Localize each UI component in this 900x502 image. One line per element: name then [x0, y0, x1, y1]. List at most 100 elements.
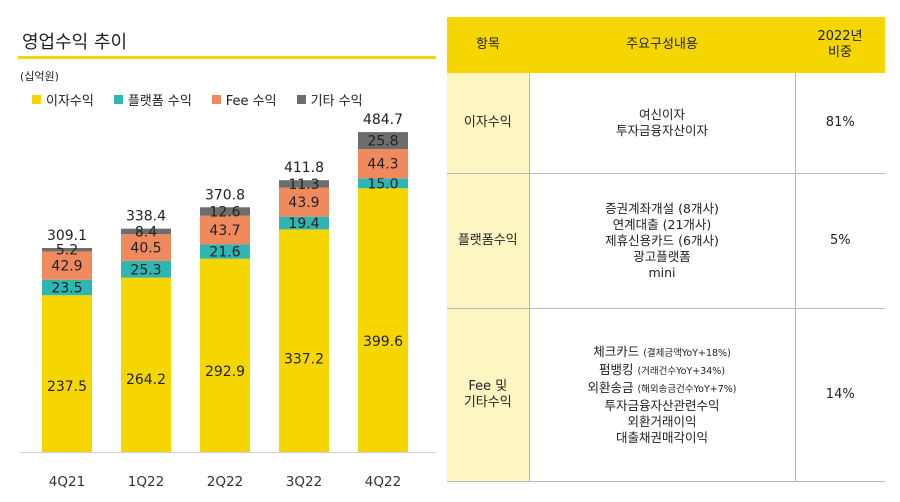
- bar-other-2Q22: [200, 207, 250, 216]
- total-label-4Q22: 484.7: [363, 112, 403, 128]
- bar-label-interest-4Q22: 399.6: [363, 334, 403, 350]
- table-body: 이자수익 여신이자 투자금융자산이자 81% 플랫폼수익 증권계좌개설 (8개사) 연계대출…: [447, 73, 885, 481]
- x-tick-3Q22: 3Q22: [286, 474, 322, 490]
- row-share: 14%: [794, 308, 885, 481]
- content-item: mini: [530, 265, 795, 281]
- content-item-text: 외환거래이익: [627, 413, 697, 429]
- bar-other-3Q22: [279, 180, 329, 188]
- bar-fee-1Q22: [121, 234, 171, 261]
- row-category: Fee 및 기타수익: [447, 308, 530, 481]
- content-item-text: 여신이자: [638, 106, 685, 122]
- table-row: 이자수익 여신이자 투자금융자산이자 81%: [447, 73, 885, 173]
- chart-legend: 이자수익 플랫폼 수익 Fee 수익 기타 수익: [32, 90, 363, 109]
- content-item: 여신이자: [530, 107, 795, 123]
- row-category: 이자수익: [447, 73, 530, 173]
- content-item: 증권계좌개설 (8개사): [530, 201, 795, 217]
- row-category-line: Fee 및: [468, 378, 508, 394]
- legend-label-other: 기타 수익: [310, 94, 363, 109]
- revenue-composition-table: 항목 주요구성내용 2022년 비중 이자수익 여신이자 투자금융자산이자 81% 플랫…: [447, 17, 885, 482]
- legend-swatch-fee: [211, 95, 221, 104]
- content-item-text: mini: [648, 264, 676, 280]
- bar-label-platform-3Q22: 19.4: [288, 216, 319, 232]
- title-underline: [18, 56, 436, 59]
- header-share-line1: 2022년: [817, 29, 863, 44]
- x-tick-2Q22: 2Q22: [207, 474, 243, 490]
- bar-label-other-1Q22: 8.4: [135, 224, 157, 240]
- content-item: 외환송금 (해외송금건수YoY+7%): [530, 380, 795, 398]
- legend-item-interest: 이자수익: [32, 90, 94, 109]
- content-item-text: 연계대출 (21개사): [612, 216, 712, 232]
- row-share: 81%: [794, 73, 885, 173]
- bar-label-other-2Q22: 12.6: [209, 204, 240, 220]
- content-item: 제휴신용카드 (6개사): [530, 233, 795, 249]
- bar-label-platform-4Q21: 23.5: [51, 280, 82, 296]
- content-item: 펌뱅킹 (거래건수YoY+34%): [530, 362, 795, 380]
- bar-fee-4Q22: [358, 149, 408, 179]
- header-category: 항목: [447, 17, 529, 73]
- bar-interest-4Q22: [358, 188, 408, 453]
- bar-interest-2Q22: [200, 258, 250, 452]
- legend-item-platform: 플랫폼 수익: [113, 90, 192, 109]
- bar-platform-4Q22: [358, 178, 408, 189]
- legend-label-platform: 플랫폼 수익: [127, 94, 192, 109]
- row-content: 증권계좌개설 (8개사) 연계대출 (21개사) 제휴신용카드 (6개사) 광고플랫폼…: [529, 173, 795, 308]
- chart-title: 영업수익 추이: [22, 32, 128, 53]
- bar-interest-3Q22: [279, 229, 329, 452]
- bar-label-interest-1Q22: 264.2: [126, 372, 166, 388]
- content-item-note: (결제금액YoY+18%): [643, 347, 731, 359]
- legend-swatch-interest: [32, 95, 41, 104]
- content-item-text: 대출채권매각이익: [615, 429, 708, 445]
- content-item-text: 펌뱅킹: [598, 361, 634, 377]
- bar-label-platform-2Q22: 21.6: [209, 245, 240, 261]
- content-item-text: 투자금융자산관련수익: [604, 397, 720, 413]
- total-label-4Q21: 309.1: [47, 228, 87, 244]
- bar-label-fee-4Q22: 44.3: [367, 157, 398, 173]
- content-item: 연계대출 (21개사): [530, 217, 795, 233]
- table-row: Fee 및 기타수익 체크카드 (결제금액YoY+18%) 펌뱅킹 (거래건수YoY+…: [447, 308, 885, 481]
- row-share: 5%: [794, 173, 885, 308]
- bar-label-other-4Q22: 25.8: [367, 134, 398, 150]
- x-tick-1Q22: 1Q22: [128, 474, 164, 490]
- bar-label-other-4Q21: 5.2: [56, 243, 78, 259]
- bar-platform-4Q21: [42, 279, 92, 296]
- bar-platform-3Q22: [279, 216, 329, 230]
- bar-label-fee-3Q22: 43.9: [288, 195, 319, 211]
- bar-fee-2Q22: [200, 215, 250, 245]
- legend-swatch-platform: [113, 95, 123, 104]
- legend-swatch-other: [296, 95, 306, 104]
- content-item: 투자금융자산관련수익: [530, 398, 795, 414]
- header-share: 2022년 비중: [795, 17, 885, 73]
- total-label-2Q22: 370.8: [205, 187, 245, 203]
- total-label-3Q22: 411.8: [284, 160, 324, 176]
- bar-label-platform-4Q22: 15.0: [367, 176, 398, 192]
- content-item-text: 증권계좌개설 (8개사): [605, 200, 719, 216]
- content-item-note: (거래건수YoY+34%): [637, 365, 726, 377]
- row-content: 여신이자 투자금융자산이자: [529, 73, 795, 173]
- content-item-text: 제휴신용카드 (6개사): [605, 232, 719, 248]
- bar-platform-1Q22: [121, 260, 171, 278]
- bar-platform-2Q22: [200, 244, 250, 259]
- bar-other-4Q21: [42, 247, 92, 252]
- legend-label-fee: Fee 수익: [225, 94, 277, 109]
- content-item-note: (해외송금건수YoY+7%): [637, 383, 737, 395]
- legend-item-other: 기타 수익: [296, 90, 363, 109]
- table-row: 플랫폼수익 증권계좌개설 (8개사) 연계대출 (21개사) 제휴신용카드 (6개사)…: [447, 173, 885, 308]
- bar-other-4Q22: [358, 132, 408, 150]
- x-tick-4Q22: 4Q22: [365, 474, 401, 490]
- bar-label-other-3Q22: 11.3: [288, 177, 319, 193]
- bar-label-fee-2Q22: 43.7: [209, 223, 240, 239]
- row-category-line: 플랫폼수익: [457, 232, 518, 248]
- bar-interest-1Q22: [121, 277, 171, 452]
- row-content: 체크카드 (결제금액YoY+18%) 펌뱅킹 (거래건수YoY+34%) 외환송금 …: [529, 308, 795, 481]
- bar-label-interest-3Q22: 337.2: [284, 352, 324, 368]
- content-item: 대출채권매각이익: [530, 430, 795, 446]
- content-item: 체크카드 (결제금액YoY+18%): [530, 344, 795, 362]
- row-category: 플랫폼수익: [447, 173, 530, 308]
- row-category-line: 기타수익: [463, 394, 512, 410]
- content-item: 투자금융자산이자: [530, 123, 795, 139]
- bar-label-platform-1Q22: 25.3: [130, 262, 161, 278]
- x-tick-4Q21: 4Q21: [49, 474, 85, 490]
- header-share-line2: 비중: [828, 45, 852, 60]
- table-header-row: 항목 주요구성내용 2022년 비중: [447, 17, 885, 73]
